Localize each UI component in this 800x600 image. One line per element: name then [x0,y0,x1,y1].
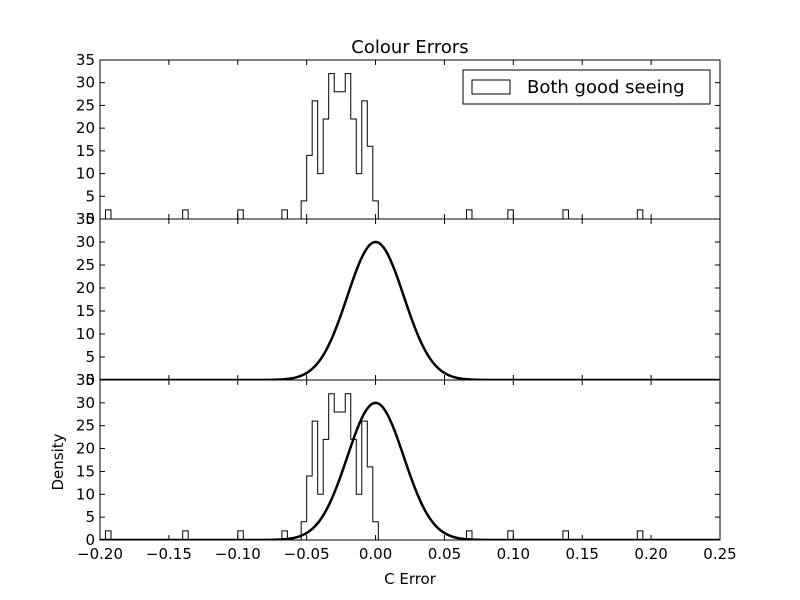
panel-top: 0 5 10 15 20 25 30 35 Both good seeing [76,51,721,228]
x-tick-label: 0.20 [634,545,667,563]
histogram-steps-top [105,73,644,219]
y-tick-label-middle: 35 [76,210,95,228]
chart-title: Colour Errors [351,37,468,58]
y-tick-label-top: 5 [85,187,95,205]
x-tick-label: −0.10 [215,545,261,563]
y-tick-label-top: 30 [76,74,95,92]
plot-area-top [105,73,644,219]
gaussian-curve-bottom [100,401,720,540]
y-tick-label-top: 0 [85,210,95,228]
y-tick-label-bottom: 10 [76,485,95,503]
y-tick-label-bottom: 5 [85,508,95,526]
x-tick-label: 0.05 [428,545,461,563]
x-axis-label: C Error [384,570,437,588]
y-tick-label-middle: 25 [76,256,95,274]
y-tick-label-middle: 30 [76,233,95,251]
x-tick-label: −0.15 [146,545,192,563]
plot-area-bottom [100,393,720,540]
legend-swatch [471,79,511,95]
axes-frame-bottom [99,379,721,541]
plot-area-middle [100,240,720,380]
panel-middle: 0 5 10 15 20 25 30 35 [76,210,721,389]
y-tick-label-top: 15 [76,142,95,160]
histogram-steps-bottom [105,393,644,540]
x-tick-label: −0.05 [284,545,330,563]
x-tick-label: 0.15 [566,545,599,563]
y-tick-label-top: 10 [76,165,95,183]
y-tick-label-bottom: 25 [76,417,95,435]
panel-bottom: 0 5 10 15 20 25 30 35 −0.20 −0.15 −0.10 −0.05 0.00 0.… [76,371,737,563]
axes-frame-middle [99,218,721,381]
y-tick-label-bottom: 20 [76,440,95,458]
y-tick-label-middle: 20 [76,279,95,297]
y-tick-label-middle: 15 [76,302,95,320]
y-tick-label-middle: 10 [76,325,95,343]
legend-label: Both good seeing [527,77,685,98]
x-tick-label: 0.00 [359,545,392,563]
x-tick-label: −0.20 [77,545,123,563]
y-tick-label-top: 35 [76,51,95,69]
gaussian-curve-middle [100,240,720,380]
x-tick-label: 0.25 [703,545,736,563]
panels: 0 5 10 15 20 25 30 35 Both good seeing 0 5 10 15 20 25… [76,51,737,563]
y-tick-label-top: 25 [76,96,95,114]
legend: Both good seeing [462,69,711,105]
y-tick-label-bottom: 15 [76,462,95,480]
y-tick-label-middle: 0 [85,371,95,389]
y-axis-label: Density [49,433,67,490]
y-tick-label-bottom: 35 [76,371,95,389]
y-tick-label-bottom: 30 [76,394,95,412]
y-tick-label-bottom: 0 [85,531,95,549]
x-tick-label: 0.10 [497,545,530,563]
y-tick-label-top: 20 [76,119,95,137]
y-tick-label-middle: 5 [85,348,95,366]
